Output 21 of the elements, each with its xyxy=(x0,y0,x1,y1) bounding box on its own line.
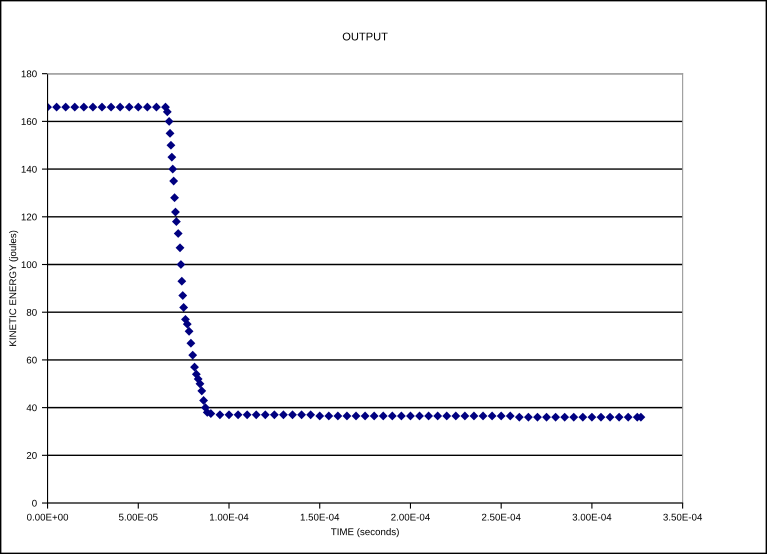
y-tick-label: 120 xyxy=(22,214,37,220)
x-tick-label: 2.00E-04 xyxy=(391,514,430,521)
y-tick-label: 20 xyxy=(26,452,37,459)
chart-title: OUTPUT xyxy=(342,32,388,40)
x-tick-label: 0.00E+00 xyxy=(26,514,68,521)
x-axis-title: TIME (seconds) xyxy=(331,528,399,538)
y-tick-label: 180 xyxy=(22,70,37,78)
y-tick-label: 80 xyxy=(26,308,37,316)
y-tick-label: 140 xyxy=(22,166,37,173)
x-tick-label: 1.00E-04 xyxy=(210,514,248,521)
y-axis-title: KINETIC ENERGY (joules) xyxy=(9,230,18,346)
y-tick-label: 0 xyxy=(32,500,37,507)
x-tick-label: 3.00E-04 xyxy=(572,514,612,521)
x-tick-label: 1.50E-04 xyxy=(300,514,340,521)
y-tick-label: 40 xyxy=(26,404,37,412)
x-tick-label: 2.50E-04 xyxy=(482,514,521,521)
y-tick-label: 100 xyxy=(22,261,37,268)
x-tick-label: 3.50E-04 xyxy=(663,514,702,521)
x-tick-label: 5.00E-05 xyxy=(118,514,158,521)
y-tick-label: 60 xyxy=(26,356,37,364)
y-tick-label: 160 xyxy=(22,118,37,126)
